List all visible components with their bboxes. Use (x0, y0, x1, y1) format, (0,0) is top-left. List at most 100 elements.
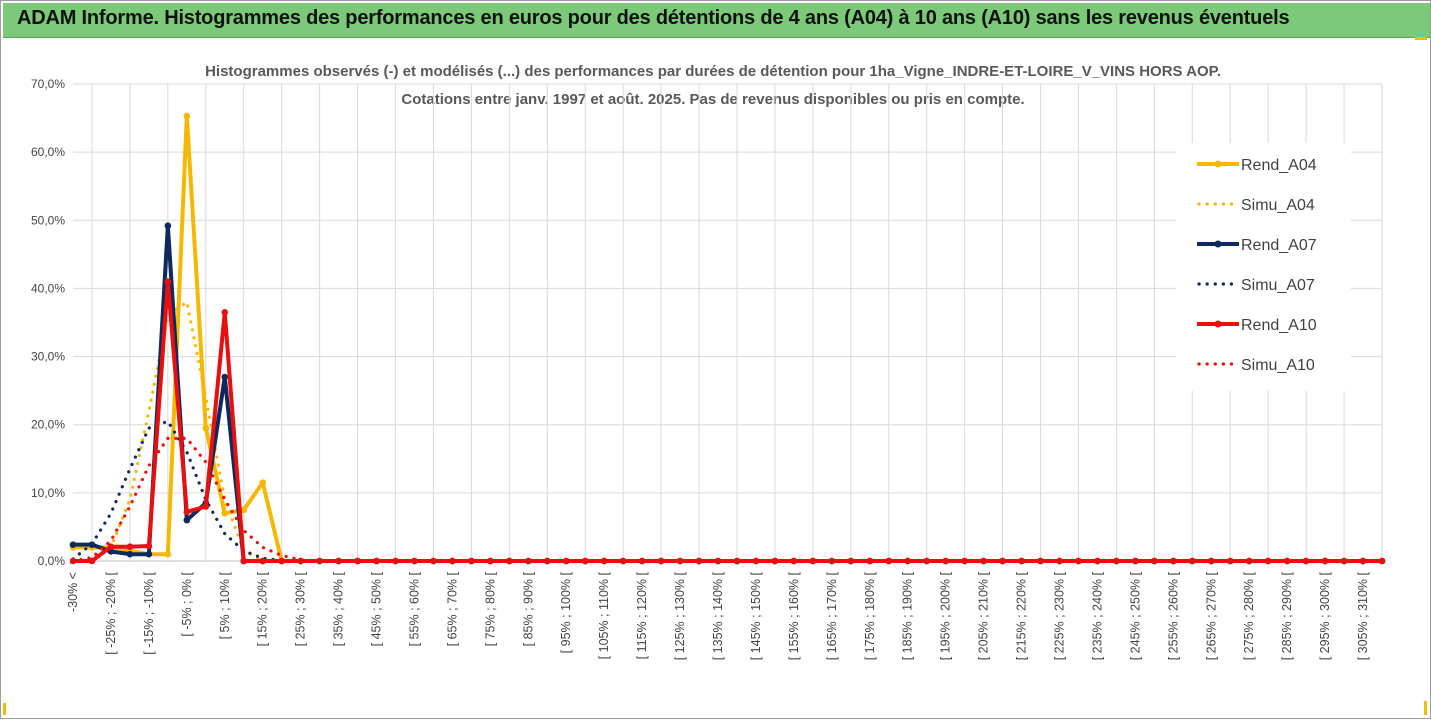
rend-a10-point (676, 557, 684, 565)
x-tick-label: [ 145% ; 150% [ (749, 571, 763, 660)
rend-a10-point (145, 542, 153, 550)
rend-a10-legend-marker (1214, 320, 1222, 328)
rend-a10-point (373, 557, 380, 565)
y-tick-label: 60,0% (31, 145, 65, 159)
x-tick-label: [ 215% ; 220% [ (1015, 571, 1029, 660)
rend-a04-legend-marker (1214, 160, 1222, 168)
rend-a10-point (278, 557, 285, 565)
x-tick-label: [ 135% ; 140% [ (711, 571, 725, 660)
y-tick-label: 30,0% (31, 350, 65, 364)
rend-a10-point (107, 543, 115, 550)
y-tick-label: 40,0% (31, 281, 65, 295)
rend-a10-point (126, 543, 134, 550)
chart-title: Histogrammes observés (-) et modélisés (… (205, 63, 1221, 80)
y-tick-label: 10,0% (31, 486, 65, 500)
rend-a04-point (164, 550, 172, 558)
rend-a10-point (1264, 557, 1272, 565)
rend-a04-point (259, 479, 267, 486)
rend-a10-point (183, 508, 191, 516)
x-tick-label: [ -25% ; -20% [ (104, 571, 118, 654)
x-tick-label: [ 35% ; 40% [ (332, 571, 346, 646)
rend-a10-line (73, 279, 1382, 563)
rend-a10-point (847, 557, 855, 565)
x-tick-label: [ 165% ; 170% [ (825, 571, 839, 660)
rend-a10-point (733, 557, 741, 565)
rend-a07-point (183, 516, 191, 524)
rend-a10-point (885, 557, 893, 565)
chart-subtitle: Cotations entre janv. 1997 et août. 2025… (401, 91, 1024, 108)
rend-a07-point (145, 550, 153, 558)
report-banner: ADAM Informe. Histogrammes des performan… (3, 3, 1430, 38)
selection-handle[interactable] (3, 703, 6, 715)
selection-handle[interactable] (1424, 701, 1427, 715)
rend-a10-point (1340, 557, 1348, 565)
x-tick-label: [ 205% ; 210% [ (977, 571, 991, 660)
rend-a10-point (221, 308, 229, 316)
rend-a10-point (430, 557, 437, 565)
rend-a10-point (771, 557, 779, 565)
report-title: ADAM Informe. Histogrammes des performan… (17, 7, 1290, 29)
simu-a10-line (71, 436, 1384, 563)
x-tick-label: [ 225% ; 230% [ (1052, 571, 1066, 660)
rend-a07-point (126, 550, 134, 558)
rend-a04-point (240, 506, 248, 514)
rend-a10-point (164, 278, 172, 285)
rend-a10-point (392, 557, 399, 565)
x-tick-label: [ 85% ; 90% [ (521, 571, 535, 646)
rend-a10-point (1170, 557, 1177, 565)
x-tick-label: [ 255% ; 260% [ (1166, 571, 1180, 660)
x-tick-label: [ 275% ; 280% [ (1242, 571, 1256, 660)
rend-a07-point (69, 541, 77, 548)
rend-a10-point (904, 557, 912, 565)
rend-a10-point (1151, 557, 1158, 565)
rend-a10-legend-label: Rend_A10 (1241, 317, 1317, 334)
x-tick-label: [ -5% ; 0% [ (180, 571, 194, 636)
rend-a10-point (1056, 557, 1063, 565)
x-tick-label: [ 245% ; 250% [ (1128, 571, 1142, 660)
rend-a07-point (221, 373, 229, 381)
rend-a10-point (487, 557, 494, 565)
x-tick-label: [ 75% ; 80% [ (483, 571, 497, 646)
rend-a10-point (543, 557, 551, 565)
rend-a10-point (562, 557, 570, 565)
x-tick-label: [ 295% ; 300% [ (1318, 571, 1332, 660)
rend-a07-legend-label: Rend_A07 (1241, 237, 1317, 254)
rend-a10-point (240, 557, 248, 565)
rend-a10-point (202, 503, 210, 510)
x-tick-label: [ 65% ; 70% [ (445, 571, 459, 646)
x-tick-label: [ 105% ; 110% [ (597, 571, 611, 659)
x-tick-label: [ 125% ; 130% [ (673, 571, 687, 660)
x-tick-label: [ 115% ; 120% [ (635, 571, 649, 659)
simu-a07-legend-label: Simu_A07 (1241, 277, 1315, 294)
selection-handle[interactable] (1415, 37, 1427, 40)
rend-a10-point (619, 557, 627, 565)
x-tick-label: [ 15% ; 20% [ (256, 571, 270, 646)
x-tick-label: [ 195% ; 200% [ (939, 571, 953, 660)
rend-a07-legend-marker (1214, 240, 1222, 248)
x-tick-label: [ 155% ; 160% [ (787, 571, 801, 660)
rend-a10-point (1321, 557, 1329, 565)
simu-a04-legend-label: Simu_A04 (1241, 197, 1315, 214)
x-tick-label: [ 55% ; 60% [ (407, 571, 421, 646)
y-tick-label: 20,0% (31, 418, 65, 432)
y-tick-label: 50,0% (31, 213, 65, 227)
legend-box (1176, 143, 1351, 391)
x-tick-label: [ 95% ; 100% [ (559, 571, 573, 653)
rend-a04-point (202, 424, 210, 432)
rend-a10-point (1094, 557, 1101, 565)
rend-a10-point (1378, 557, 1386, 565)
rend-a10-point (335, 557, 342, 565)
x-tick-label: [ 235% ; 240% [ (1090, 571, 1104, 660)
y-tick-label: 70,0% (31, 77, 65, 91)
x-tick-label: [ 305% ; 310% [ (1356, 571, 1370, 660)
rend-a04-legend-label: Rend_A04 (1241, 157, 1317, 174)
rend-a10-point (1113, 557, 1120, 565)
simu-a07-line (71, 419, 1384, 563)
y-tick-label: 0,0% (38, 554, 66, 568)
x-tick-label: [ 265% ; 270% [ (1204, 571, 1218, 660)
gridlines (73, 83, 1383, 561)
rend-a10-point (1207, 557, 1215, 565)
rend-a10-point (1226, 557, 1234, 565)
x-tick-label: [ -15% ; -10% [ (142, 571, 156, 654)
